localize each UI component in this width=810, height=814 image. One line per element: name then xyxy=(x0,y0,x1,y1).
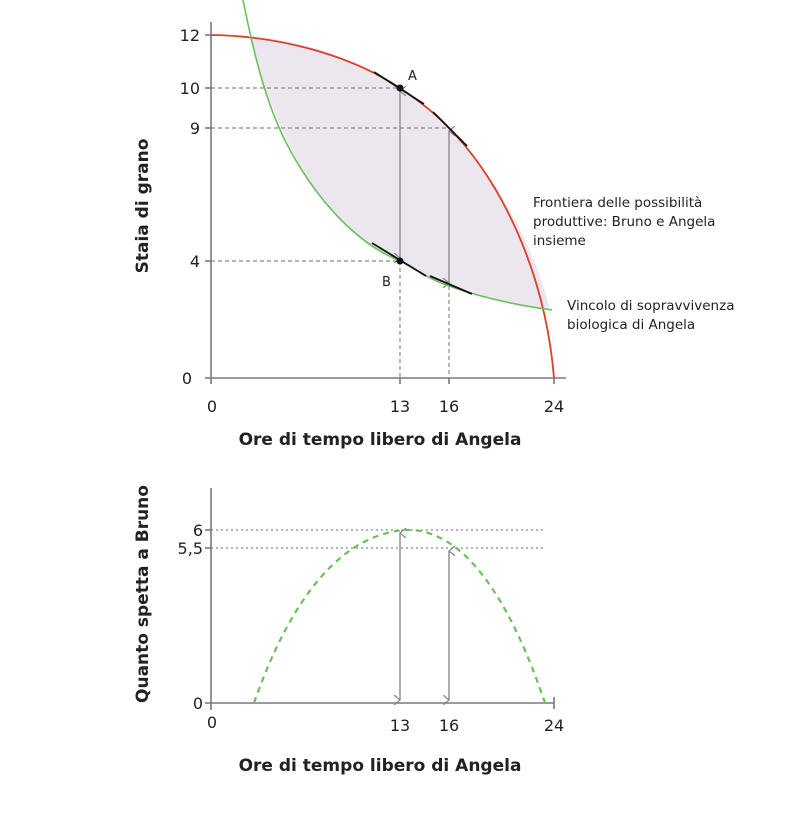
svg-text:biologica di Angela: biologica di Angela xyxy=(567,317,695,333)
svg-text:0: 0 xyxy=(193,694,203,713)
top-chart: A B 12 10 9 4 0 0 13 16 24 Ore di tempo … xyxy=(133,0,734,450)
svg-text:13: 13 xyxy=(390,397,410,416)
svg-text:Frontiera delle possibilità: Frontiera delle possibilità xyxy=(533,195,702,211)
bottom-chart: 6 5,5 0 0 13 16 24 Ore di tempo libero d… xyxy=(133,485,564,776)
bottom-y-tick-labels: 6 5,5 0 xyxy=(178,521,203,713)
bruno-share-curve xyxy=(252,528,547,704)
svg-text:4: 4 xyxy=(190,252,200,271)
svg-text:Vincolo di sopravvivenza: Vincolo di sopravvivenza xyxy=(567,298,734,314)
svg-text:24: 24 xyxy=(544,716,564,735)
reference-lines xyxy=(211,529,545,549)
svg-text:24: 24 xyxy=(544,397,564,416)
svg-text:16: 16 xyxy=(439,397,459,416)
bottom-arrows xyxy=(400,533,449,700)
vertical-arrows xyxy=(400,91,449,283)
svg-text:5,5: 5,5 xyxy=(178,539,203,558)
top-axes xyxy=(205,22,566,384)
svg-text:0: 0 xyxy=(182,369,192,388)
point-a xyxy=(396,84,404,92)
svg-text:insieme: insieme xyxy=(533,233,586,249)
svg-text:9: 9 xyxy=(190,119,200,138)
svg-text:10: 10 xyxy=(180,79,200,98)
svg-text:0: 0 xyxy=(207,397,217,416)
survival-constraint-curve xyxy=(242,0,553,311)
svg-text:6: 6 xyxy=(193,521,203,540)
svg-text:13: 13 xyxy=(390,716,410,735)
top-y-tick-labels: 12 10 9 4 0 xyxy=(180,26,200,388)
frontier-annotation: Frontiera delle possibilità produttive: … xyxy=(533,195,715,249)
svg-text:0: 0 xyxy=(207,713,217,732)
bottom-y-axis-title: Quanto spetta a Bruno xyxy=(133,485,153,703)
constraint-annotation: Vincolo di sopravvivenza biologica di An… xyxy=(567,298,734,333)
top-y-axis-title: Staia di grano xyxy=(133,139,153,274)
bottom-x-axis-title: Ore di tempo libero di Angela xyxy=(239,756,522,776)
bottom-axes xyxy=(205,488,555,710)
bottom-x-tick-labels: 0 13 16 24 xyxy=(207,713,564,735)
point-b xyxy=(396,257,404,265)
guide-lines xyxy=(211,87,450,378)
top-x-axis-title: Ore di tempo libero di Angela xyxy=(239,430,522,450)
svg-text:12: 12 xyxy=(180,26,200,45)
svg-text:produttive: Bruno e Angela: produttive: Bruno e Angela xyxy=(533,214,715,230)
top-x-tick-labels: 0 13 16 24 xyxy=(207,397,564,416)
svg-text:16: 16 xyxy=(439,716,459,735)
point-a-label: A xyxy=(408,69,417,84)
point-b-label: B xyxy=(382,275,391,290)
